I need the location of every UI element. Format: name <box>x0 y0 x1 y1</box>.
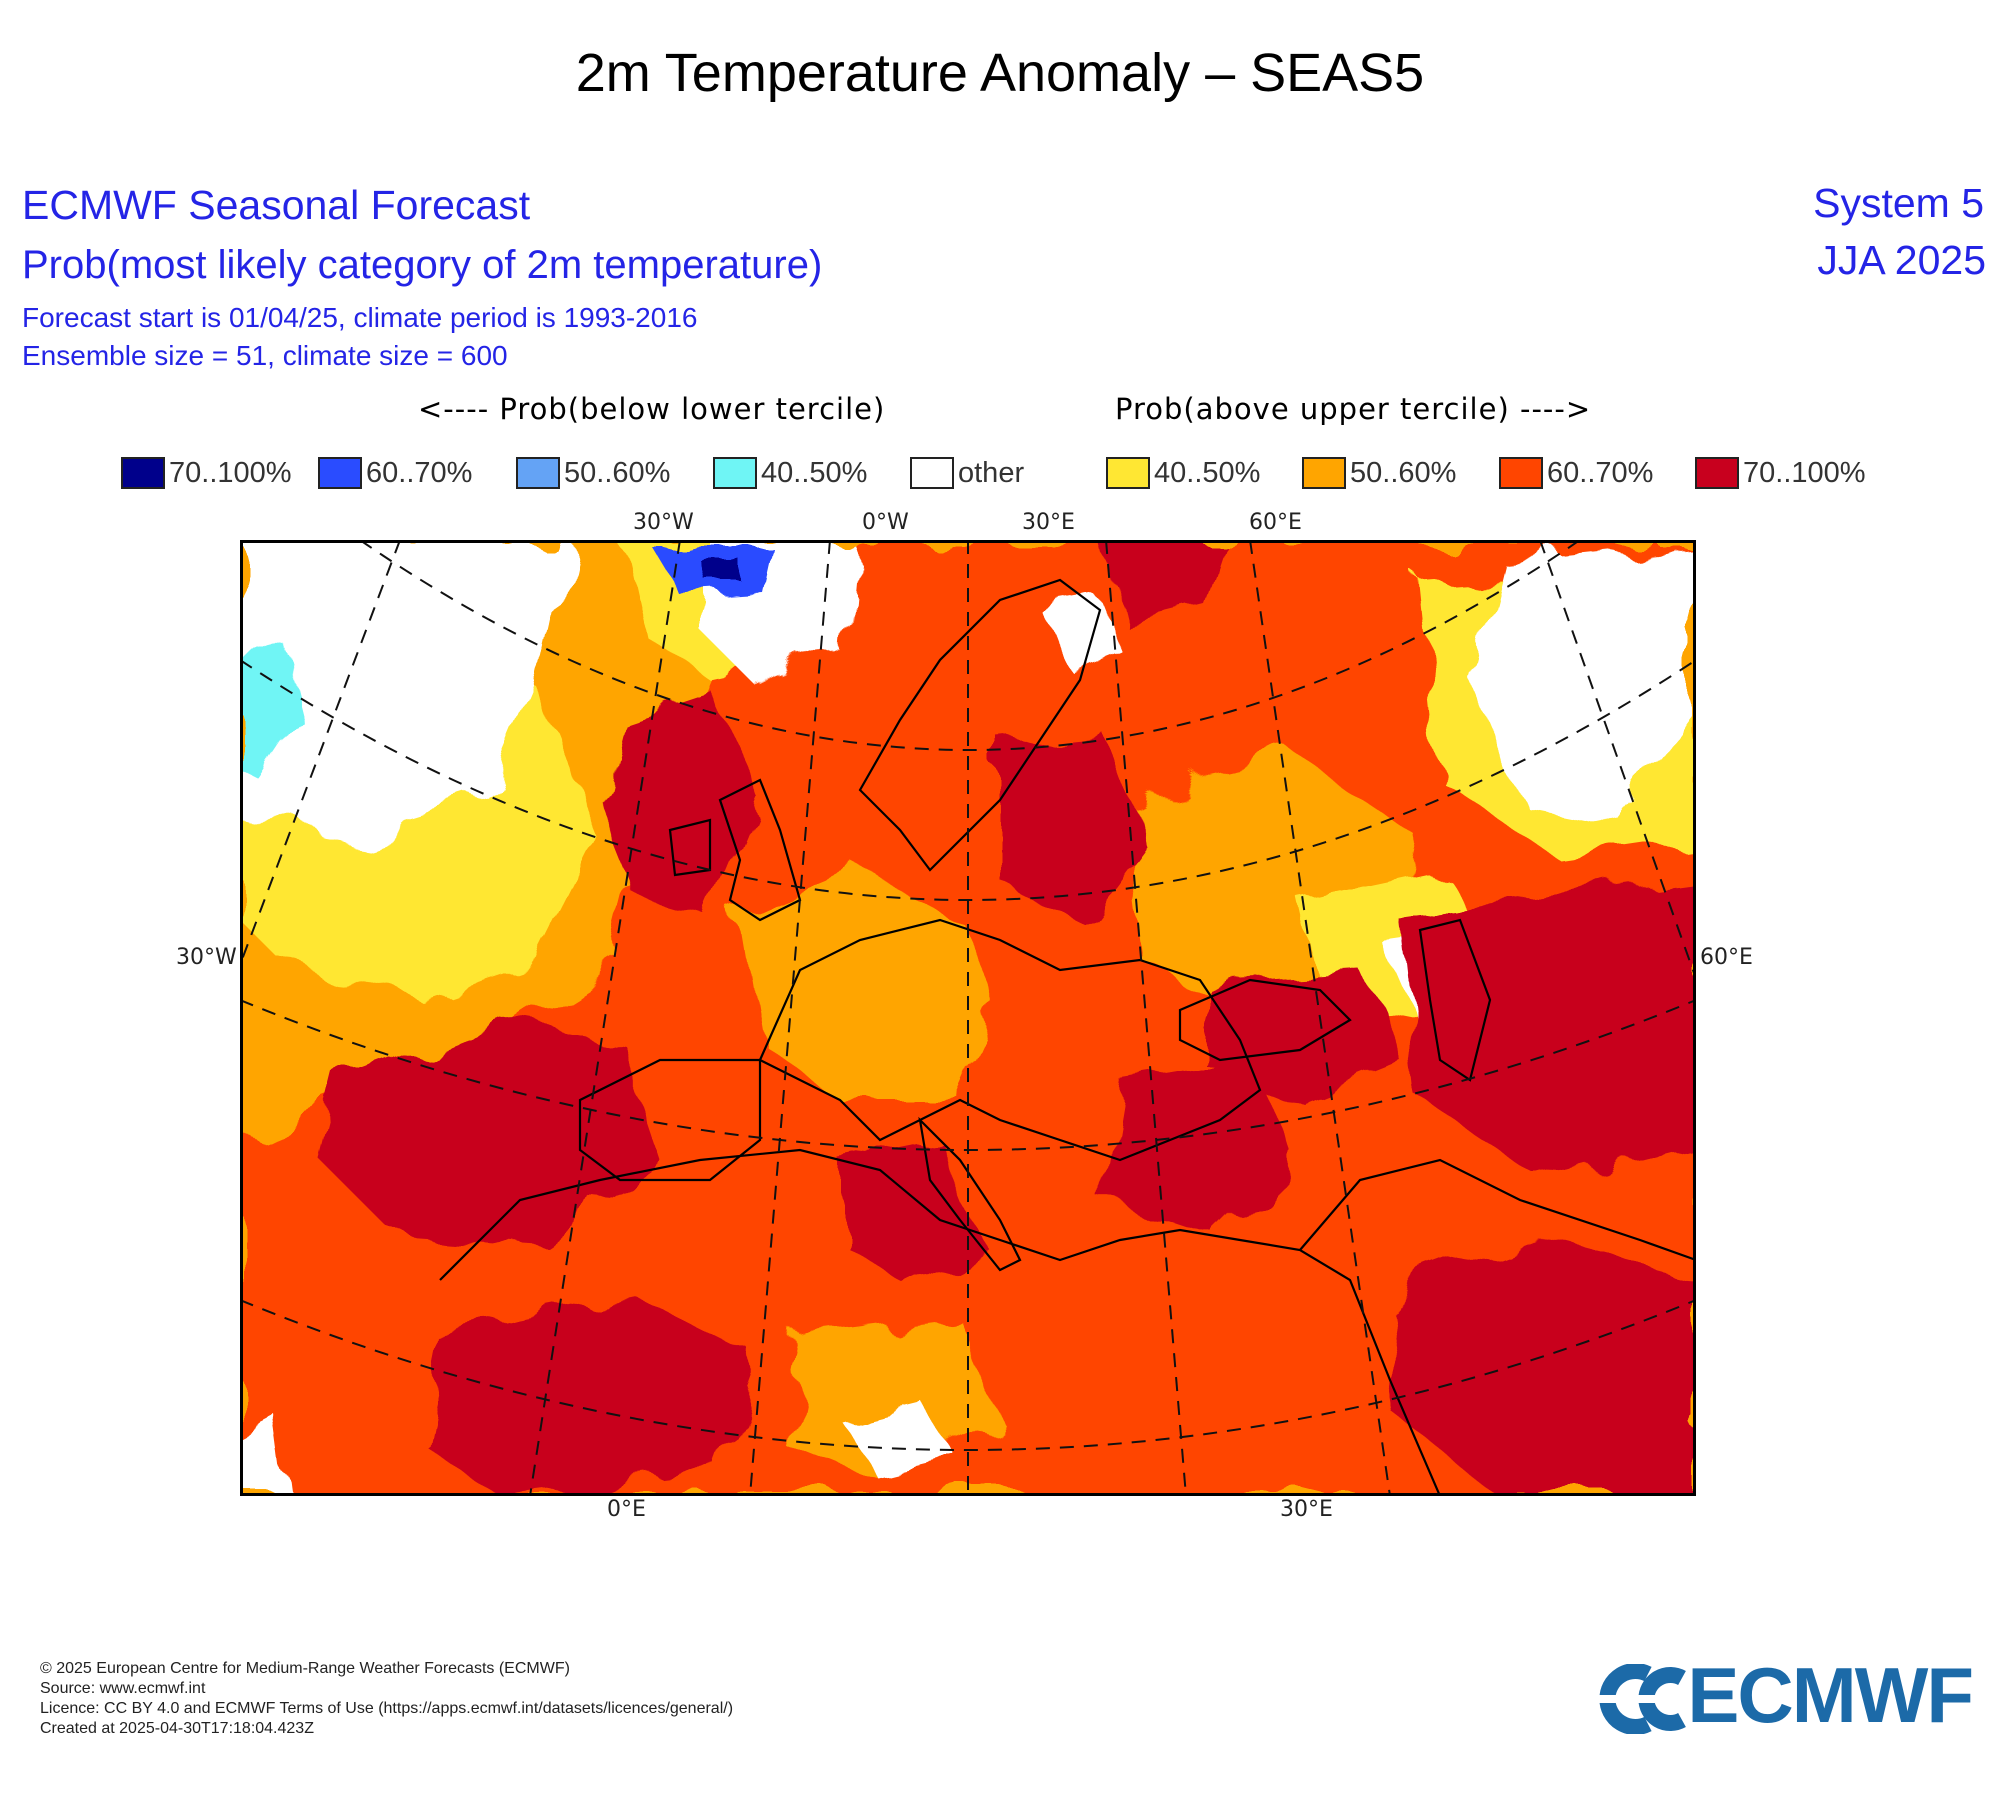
tick-top-30w: 30°W <box>633 510 694 535</box>
field-40-50-cold-cyan <box>240 640 300 780</box>
legend-label: 50..60% <box>564 456 671 489</box>
legend-swatch <box>1499 457 1543 489</box>
field-70-100-med-east <box>1100 1060 1300 1240</box>
page-title: 2m Temperature Anomaly – SEAS5 <box>575 43 1425 103</box>
legend-swatch <box>1695 457 1739 489</box>
tick-bottom-0e: 0°E <box>607 1497 646 1522</box>
field-70-100-atlantic <box>320 1020 660 1240</box>
legend-swatch <box>713 457 757 489</box>
footer-source: Source: www.ecmwf.int <box>40 1680 206 1697</box>
season-label: JJA 2025 <box>1817 237 1986 283</box>
coast-europe-main <box>758 918 1262 1162</box>
footer-licence: Licence: CC BY 4.0 and ECMWF Terms of Us… <box>40 1700 734 1717</box>
field-70-100-cold <box>700 560 740 580</box>
coastlines <box>439 578 1696 1496</box>
field-70-100-italy <box>840 1140 980 1280</box>
tick-left-30w: 30°W <box>176 945 237 970</box>
legend-label: other <box>958 456 1025 489</box>
graticule-lon-e60 <box>1539 540 1696 982</box>
legend-label: 60..70% <box>1547 456 1654 489</box>
legend-swatch <box>121 457 165 489</box>
probability-field <box>240 540 1696 1496</box>
ensemble-size-line: Ensemble size = 51, climate size = 600 <box>22 340 508 371</box>
tick-bottom-30e: 30°E <box>1280 1497 1333 1522</box>
legend-label: 70..100% <box>169 456 292 489</box>
field-other-sw <box>240 1420 290 1496</box>
coast-north-africa <box>439 1148 1442 1496</box>
legend-swatch <box>318 457 362 489</box>
coast-scandinavia <box>858 578 1102 872</box>
map-frame <box>240 540 1696 1496</box>
field-other-nw <box>240 540 570 840</box>
legend-label: 60..70% <box>366 456 473 489</box>
legend-label: 40..50% <box>1154 456 1261 489</box>
field-70-100-arabia <box>1380 1240 1696 1496</box>
forecast-title: ECMWF Seasonal Forecast <box>22 182 531 228</box>
legend-swatch <box>1302 457 1346 489</box>
graticule-lon-w30 <box>529 540 681 1496</box>
graticule-lon-w60 <box>240 540 401 968</box>
legend-below-heading: <---- Prob(below lower tercile) <box>418 392 886 426</box>
forecast-map <box>240 540 1696 1496</box>
coast-arabia <box>1299 1158 1696 1262</box>
legend-item-below-50-60: 50..60% <box>516 455 670 491</box>
field-70-100-barents <box>1100 540 1220 620</box>
ecmwf-logo-icon <box>1598 1664 1690 1734</box>
legend-above-heading: Prob(above upper tercile) ----> <box>1115 392 1592 426</box>
field-70-100-uk-west <box>600 690 760 920</box>
legend-item-above-40-50: 40..50% <box>1106 455 1260 491</box>
field-other-libya <box>840 1400 960 1480</box>
tick-top-0w: 0°W <box>862 510 909 535</box>
coast-britain <box>718 778 802 922</box>
legend-item-below-70-100: 70..100% <box>121 455 292 491</box>
graticule <box>240 540 1696 1496</box>
footer-copyright: © 2025 European Centre for Medium-Range … <box>40 1660 570 1677</box>
graticule-lat-40 <box>240 1299 1696 1451</box>
coast-italy <box>918 1116 1022 1272</box>
ecmwf-logo-text: ECMWF <box>1687 1651 1974 1739</box>
forecast-subtitle: Prob(most likely category of 2m temperat… <box>22 243 823 287</box>
coast-caspian <box>1418 918 1492 1082</box>
system-label: System 5 <box>1813 180 1984 226</box>
tick-right-60e: 60°E <box>1700 945 1753 970</box>
forecast-start-line: Forecast start is 01/04/25, climate peri… <box>22 302 698 333</box>
legend-item-above-70-100: 70..100% <box>1695 455 1866 491</box>
field-other-arctic-ne <box>1470 540 1696 820</box>
legend-label: 70..100% <box>1743 456 1866 489</box>
graticule-lon-e15 <box>1105 540 1187 1496</box>
tick-top-60e: 60°E <box>1249 510 1302 535</box>
legend-item-other: other <box>910 455 1024 491</box>
legend-label: 40..50% <box>761 456 868 489</box>
legend-swatch <box>910 457 954 489</box>
field-50-60-central <box>740 870 1000 1100</box>
coast-iberia <box>578 1058 762 1182</box>
field-70-100-north-africa <box>420 1300 760 1496</box>
graticule-lat-60 <box>240 659 1696 901</box>
tick-top-30e: 30°E <box>1022 510 1075 535</box>
graticule-lon-w15 <box>749 540 831 1496</box>
coast-black-sea <box>1178 978 1352 1062</box>
legend-item-above-60-70: 60..70% <box>1499 455 1653 491</box>
field-70-100-baltic <box>1000 730 1140 920</box>
legend-swatch <box>1106 457 1150 489</box>
legend-item-below-60-70: 60..70% <box>318 455 472 491</box>
graticule-lon-e30 <box>1249 540 1391 1496</box>
legend-label: 50..60% <box>1350 456 1457 489</box>
footer-created: Created at 2025-04-30T17:18:04.423Z <box>40 1720 314 1737</box>
graticule-lat-70 <box>359 540 1581 751</box>
legend-item-above-50-60: 50..60% <box>1302 455 1456 491</box>
legend-swatch <box>516 457 560 489</box>
legend-item-below-40-50: 40..50% <box>713 455 867 491</box>
field-other-scandinavia <box>1040 600 1120 670</box>
